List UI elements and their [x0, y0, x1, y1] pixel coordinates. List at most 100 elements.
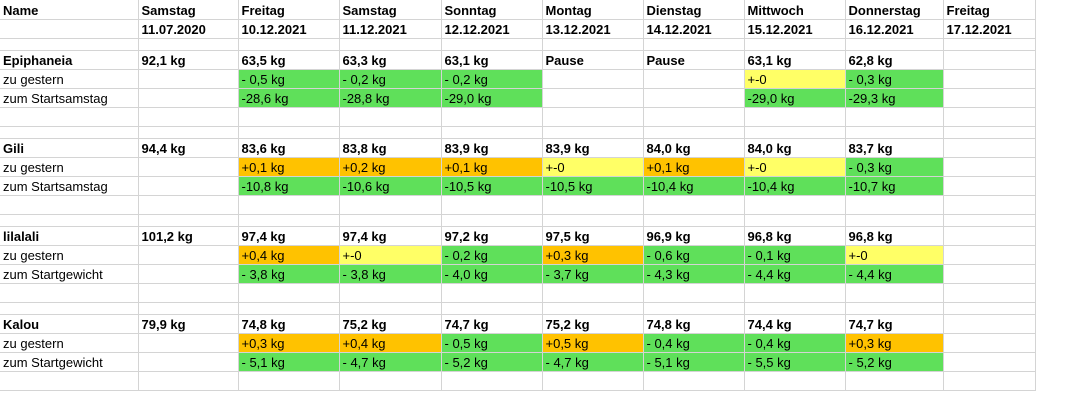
- change-cell[interactable]: - 5,5 kg: [744, 352, 846, 372]
- change-cell[interactable]: - 4,0 kg: [441, 264, 543, 284]
- empty-cell[interactable]: [845, 214, 944, 227]
- change-cell[interactable]: +0,2 kg: [339, 157, 442, 177]
- weight-cell[interactable]: 97,2 kg: [441, 226, 543, 246]
- empty-cell[interactable]: [0, 371, 139, 391]
- change-label-cell[interactable]: zum Startsamstag: [0, 88, 139, 108]
- header-date-cell[interactable]: 13.12.2021: [542, 19, 644, 39]
- empty-cell[interactable]: [542, 214, 644, 227]
- empty-cell[interactable]: [339, 214, 442, 227]
- weight-cell[interactable]: 96,9 kg: [643, 226, 745, 246]
- change-cell[interactable]: [643, 69, 745, 89]
- change-cell[interactable]: -28,8 kg: [339, 88, 442, 108]
- header-day-cell[interactable]: Samstag: [138, 0, 239, 20]
- empty-cell[interactable]: [0, 214, 139, 227]
- weight-cell[interactable]: 97,5 kg: [542, 226, 644, 246]
- empty-cell[interactable]: [744, 371, 846, 391]
- weight-cell[interactable]: 62,8 kg: [845, 50, 944, 70]
- change-cell[interactable]: - 0,6 kg: [643, 245, 745, 265]
- change-cell[interactable]: [943, 69, 1036, 89]
- empty-cell[interactable]: [943, 302, 1036, 315]
- change-cell[interactable]: -29,0 kg: [744, 88, 846, 108]
- empty-cell[interactable]: [138, 195, 239, 215]
- empty-cell[interactable]: [845, 371, 944, 391]
- header-date-cell[interactable]: 14.12.2021: [643, 19, 745, 39]
- weight-cell[interactable]: Pause: [542, 50, 644, 70]
- change-label-cell[interactable]: zum Startgewicht: [0, 352, 139, 372]
- change-cell[interactable]: - 0,2 kg: [441, 245, 543, 265]
- empty-cell[interactable]: [943, 283, 1036, 303]
- header-day-cell[interactable]: Donnerstag: [845, 0, 944, 20]
- change-cell[interactable]: - 3,7 kg: [542, 264, 644, 284]
- empty-cell[interactable]: [542, 38, 644, 51]
- change-cell[interactable]: -29,0 kg: [441, 88, 543, 108]
- person-name-cell[interactable]: Kalou: [0, 314, 139, 334]
- person-name-cell[interactable]: Epiphaneia: [0, 50, 139, 70]
- empty-cell[interactable]: [339, 38, 442, 51]
- header-day-cell[interactable]: Montag: [542, 0, 644, 20]
- weight-cell[interactable]: 96,8 kg: [744, 226, 846, 246]
- empty-cell[interactable]: [138, 283, 239, 303]
- empty-cell[interactable]: [138, 214, 239, 227]
- empty-cell[interactable]: [744, 38, 846, 51]
- empty-cell[interactable]: [643, 214, 745, 227]
- change-cell[interactable]: -10,7 kg: [845, 176, 944, 196]
- change-cell[interactable]: +0,1 kg: [441, 157, 543, 177]
- change-cell[interactable]: - 5,1 kg: [643, 352, 745, 372]
- empty-cell[interactable]: [643, 371, 745, 391]
- empty-cell[interactable]: [441, 371, 543, 391]
- change-label-cell[interactable]: zu gestern: [0, 69, 139, 89]
- weight-cell[interactable]: 92,1 kg: [138, 50, 239, 70]
- weight-cell[interactable]: 74,4 kg: [744, 314, 846, 334]
- change-cell[interactable]: -28,6 kg: [238, 88, 340, 108]
- empty-cell[interactable]: [441, 107, 543, 127]
- empty-cell[interactable]: [643, 107, 745, 127]
- empty-cell[interactable]: [744, 214, 846, 227]
- change-cell[interactable]: - 4,4 kg: [845, 264, 944, 284]
- change-cell[interactable]: - 4,7 kg: [542, 352, 644, 372]
- change-cell[interactable]: [138, 176, 239, 196]
- header-date-cell[interactable]: 15.12.2021: [744, 19, 846, 39]
- empty-cell[interactable]: [238, 371, 340, 391]
- empty-cell[interactable]: [943, 214, 1036, 227]
- person-name-cell[interactable]: Gili: [0, 138, 139, 158]
- weight-cell[interactable]: 79,9 kg: [138, 314, 239, 334]
- weight-cell[interactable]: 84,0 kg: [643, 138, 745, 158]
- empty-cell[interactable]: [845, 126, 944, 139]
- change-cell[interactable]: -10,8 kg: [238, 176, 340, 196]
- change-cell[interactable]: +0,3 kg: [845, 333, 944, 353]
- empty-cell[interactable]: [643, 126, 745, 139]
- empty-cell[interactable]: [238, 195, 340, 215]
- weight-cell[interactable]: 74,8 kg: [643, 314, 745, 334]
- weight-cell[interactable]: 63,3 kg: [339, 50, 442, 70]
- change-cell[interactable]: [542, 69, 644, 89]
- weight-cell[interactable]: 101,2 kg: [138, 226, 239, 246]
- weight-cell[interactable]: 83,8 kg: [339, 138, 442, 158]
- empty-cell[interactable]: [238, 107, 340, 127]
- change-cell[interactable]: - 5,2 kg: [845, 352, 944, 372]
- empty-cell[interactable]: [542, 126, 644, 139]
- header-date-cell[interactable]: 11.12.2021: [339, 19, 442, 39]
- change-cell[interactable]: -10,6 kg: [339, 176, 442, 196]
- empty-cell[interactable]: [0, 302, 139, 315]
- weight-cell[interactable]: Pause: [643, 50, 745, 70]
- change-cell[interactable]: -10,5 kg: [542, 176, 644, 196]
- empty-cell[interactable]: [643, 302, 745, 315]
- weight-cell[interactable]: 74,7 kg: [441, 314, 543, 334]
- change-cell[interactable]: [138, 69, 239, 89]
- empty-cell[interactable]: [744, 195, 846, 215]
- empty-cell[interactable]: [744, 283, 846, 303]
- change-cell[interactable]: +0,4 kg: [238, 245, 340, 265]
- change-cell[interactable]: - 0,5 kg: [441, 333, 543, 353]
- header-day-cell[interactable]: Sonntag: [441, 0, 543, 20]
- change-cell[interactable]: - 3,8 kg: [238, 264, 340, 284]
- change-cell[interactable]: +-0: [339, 245, 442, 265]
- empty-cell[interactable]: [542, 283, 644, 303]
- empty-cell[interactable]: [441, 214, 543, 227]
- change-cell[interactable]: - 0,3 kg: [845, 69, 944, 89]
- change-cell[interactable]: - 0,4 kg: [643, 333, 745, 353]
- weight-cell[interactable]: 63,5 kg: [238, 50, 340, 70]
- change-cell[interactable]: [943, 352, 1036, 372]
- change-cell[interactable]: [138, 352, 239, 372]
- header-day-cell[interactable]: Freitag: [238, 0, 340, 20]
- empty-cell[interactable]: [441, 302, 543, 315]
